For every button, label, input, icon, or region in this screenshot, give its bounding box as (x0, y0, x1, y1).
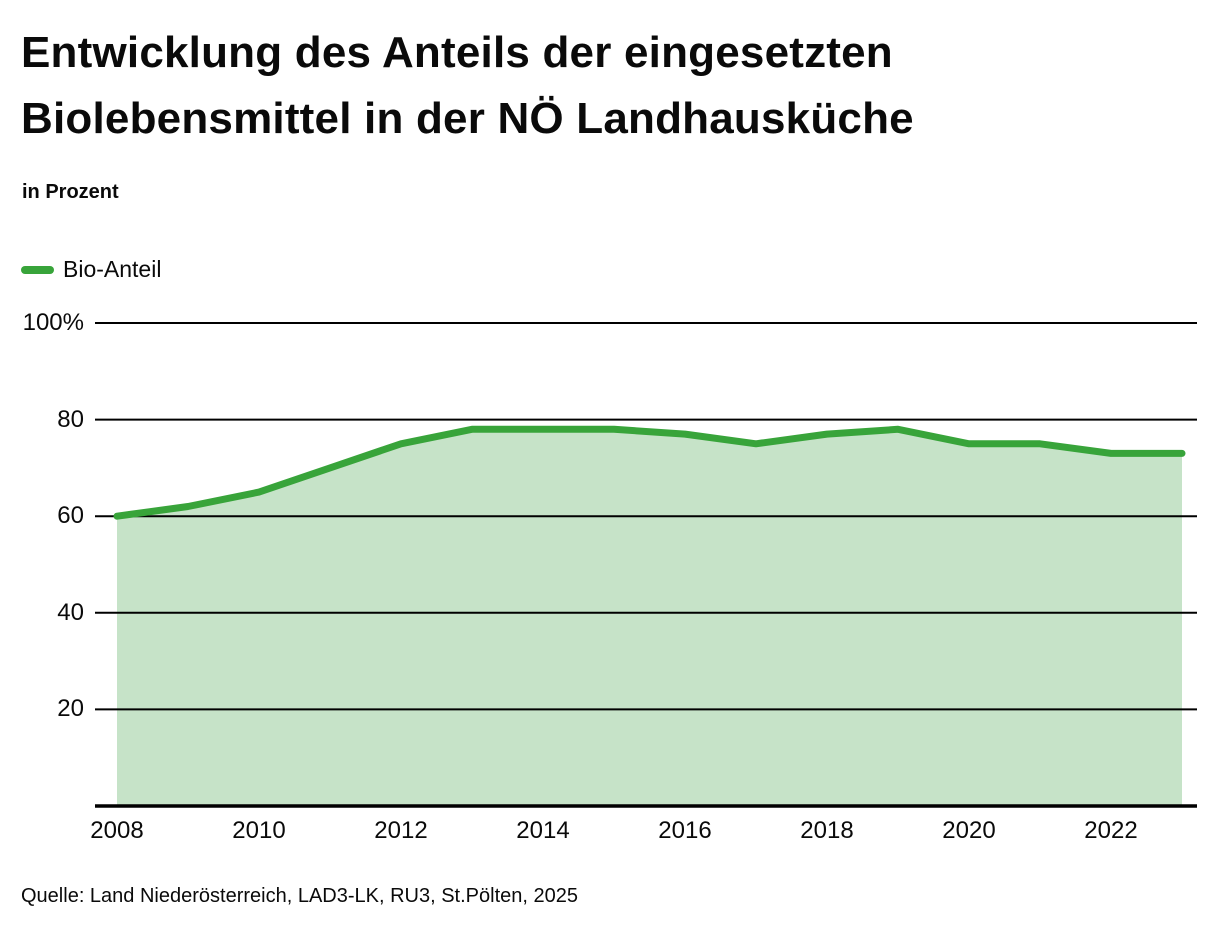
chart-title: Entwicklung des Anteils der eingesetzten… (21, 28, 914, 143)
x-tick-label-2016: 2016 (658, 817, 712, 844)
legend: Bio-Anteil (21, 256, 161, 283)
x-tick-label-2010: 2010 (232, 817, 286, 844)
x-tick-label-2022: 2022 (1084, 817, 1138, 844)
x-tick-label-2008: 2008 (90, 817, 144, 844)
x-tick-label-2012: 2012 (374, 817, 428, 844)
y-tick-label-60: 60 (57, 502, 84, 530)
y-tick-label-40: 40 (57, 598, 84, 626)
x-tick-label-2018: 2018 (800, 817, 854, 844)
chart-subtitle: in Prozent (22, 181, 119, 203)
y-tick-label-100: 100% (22, 309, 84, 336)
source-note: Quelle: Land Niederösterreich, LAD3-LK, … (21, 885, 578, 907)
legend-label-bio-anteil: Bio-Anteil (63, 256, 162, 282)
legend-swatch-bio-anteil (21, 265, 54, 274)
x-tick-label-2014: 2014 (516, 817, 570, 844)
x-tick-label-2020: 2020 (942, 817, 996, 844)
bio-anteil-area-fill (117, 429, 1182, 806)
y-tick-label-80: 80 (57, 405, 84, 433)
y-tick-label-20: 20 (57, 695, 84, 723)
bio-anteil-line (113, 425, 1186, 520)
